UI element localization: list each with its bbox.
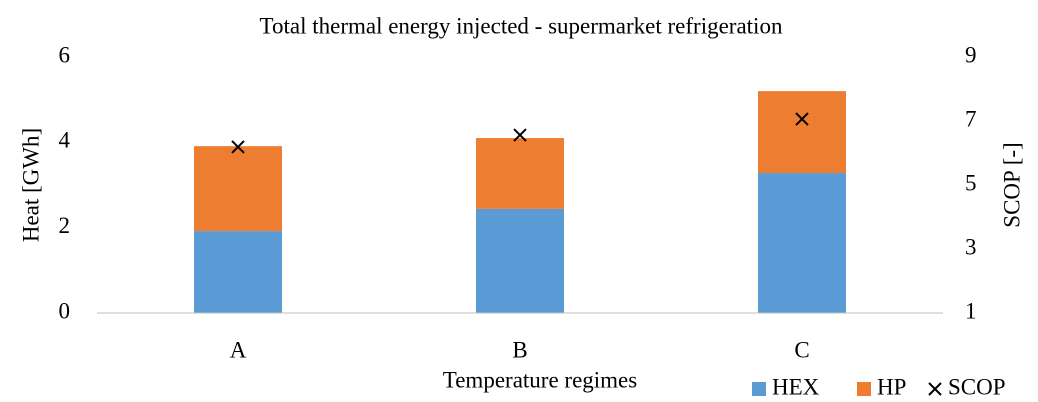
- y2-tick-label: 3: [965, 234, 977, 259]
- x-axis-label: Temperature regimes: [443, 367, 637, 392]
- legend-label: SCOP: [948, 374, 1006, 399]
- scop-marker: [795, 112, 809, 126]
- y-tick-label: 6: [59, 42, 71, 67]
- legend-swatch: [752, 382, 766, 396]
- scop-marker: [231, 140, 245, 154]
- legend-label: HEX: [772, 374, 820, 399]
- x-tick-label: A: [230, 337, 247, 362]
- scop-marker: [513, 128, 527, 142]
- bar-segment: [194, 146, 282, 232]
- bar-segment: [758, 173, 846, 313]
- y2-tick-label: 1: [965, 298, 977, 323]
- y-axis-label: Heat [GWh]: [18, 128, 43, 242]
- y-tick-label: 0: [59, 298, 71, 323]
- legend-label: HP: [877, 374, 906, 399]
- y2-tick-label: 5: [965, 170, 977, 195]
- y2-tick-label: 7: [965, 106, 977, 131]
- bar-segment: [476, 208, 564, 313]
- bar-segment: [476, 138, 564, 209]
- bar-segment: [758, 91, 846, 174]
- y2-tick-label: 9: [965, 42, 977, 67]
- y2-axis-label: SCOP [-]: [999, 142, 1024, 227]
- chart-title: Total thermal energy injected - supermar…: [260, 13, 783, 38]
- y-tick-label: 4: [59, 128, 71, 153]
- y-tick-label: 2: [59, 213, 71, 238]
- x-tick-label: C: [794, 337, 809, 362]
- x-tick-label: B: [512, 337, 527, 362]
- bar-segment: [194, 231, 282, 313]
- legend-swatch: [857, 382, 871, 396]
- legend-marker: [928, 382, 942, 396]
